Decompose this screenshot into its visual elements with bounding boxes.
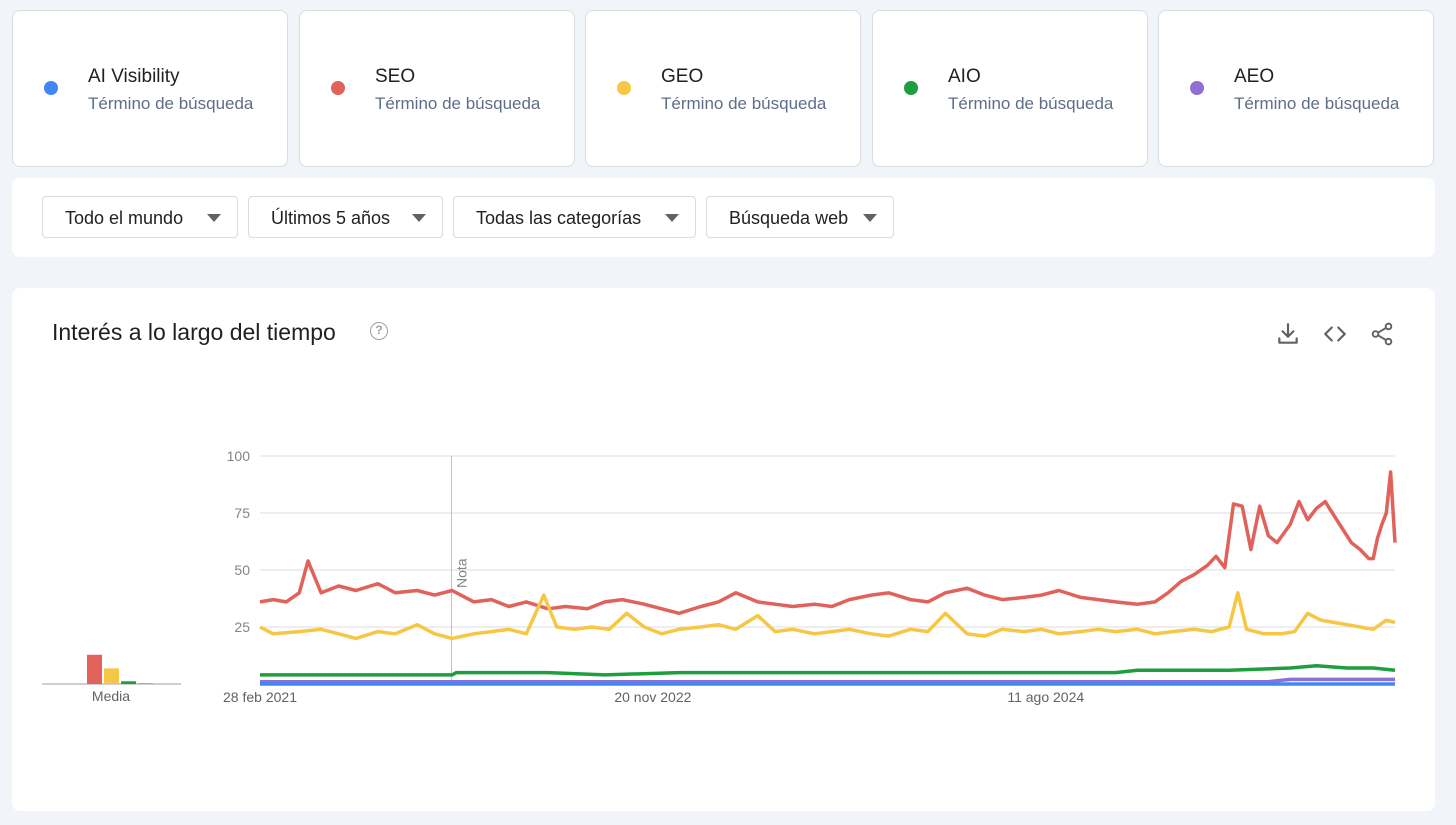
term-card-geo[interactable]: GEO Término de búsqueda — [585, 10, 861, 167]
category-dropdown[interactable]: Todas las categorías — [453, 196, 696, 238]
average-label: Media — [92, 688, 130, 703]
term-name: AIO — [948, 66, 981, 87]
series-line-aeo — [260, 677, 1395, 684]
help-circle-icon[interactable]: ? — [370, 322, 388, 340]
dropdown-arrow-icon — [207, 214, 221, 222]
download-icon[interactable] — [1275, 321, 1301, 347]
y-tick-label: 100 — [227, 448, 251, 464]
search-type-label: Búsqueda web — [729, 208, 849, 228]
average-bar-seo — [87, 654, 102, 684]
interest-over-time-card: Interés a lo largo del tiempo ? Media 10… — [12, 288, 1435, 811]
time-range-label: Últimos 5 años — [271, 208, 391, 228]
dropdown-arrow-icon — [412, 214, 426, 222]
chart-title: Interés a lo largo del tiempo — [52, 319, 336, 345]
series-color-dot — [331, 81, 345, 95]
region-dropdown[interactable]: Todo el mundo — [42, 196, 238, 238]
series-line-seo — [259, 470, 1397, 616]
term-name: AI Visibility — [88, 66, 180, 87]
term-name: SEO — [375, 66, 416, 87]
term-type: Término de búsqueda — [375, 94, 541, 113]
series-color-dot — [44, 81, 58, 95]
x-tick-label: 28 feb 2021 — [223, 689, 297, 705]
note-label[interactable]: Nota — [453, 558, 469, 588]
dropdown-arrow-icon — [665, 214, 679, 222]
y-tick-label: 50 — [234, 562, 250, 578]
x-tick-label: 20 nov 2022 — [614, 689, 691, 705]
dropdown-arrow-icon — [863, 214, 877, 222]
series-color-dot — [617, 81, 631, 95]
average-bar-geo — [104, 668, 119, 684]
term-type: Término de búsqueda — [88, 94, 254, 113]
term-card-aeo[interactable]: AEO Término de búsqueda — [1158, 10, 1434, 167]
term-card-seo[interactable]: SEO Término de búsqueda — [299, 10, 575, 167]
share-icon[interactable] — [1369, 321, 1395, 347]
term-card-aio[interactable]: AIO Término de búsqueda — [872, 10, 1148, 167]
average-bar-aio — [121, 681, 136, 684]
term-type: Término de búsqueda — [661, 94, 827, 113]
average-bar-aeo — [138, 683, 153, 684]
y-tick-label: 75 — [234, 505, 250, 521]
interest-line-chart: 100 75 50 25 Nota 28 feb 2021 20 nov 2022 11 ag… — [223, 448, 1397, 705]
series-line-aio — [260, 664, 1396, 677]
term-name: GEO — [661, 66, 704, 87]
term-card-ai-visibility[interactable]: AI Visibility Término de búsqueda — [12, 10, 288, 167]
search-type-dropdown[interactable]: Búsqueda web — [706, 196, 894, 238]
term-type: Término de búsqueda — [1234, 94, 1400, 113]
category-label: Todas las categorías — [476, 208, 642, 228]
time-range-dropdown[interactable]: Últimos 5 años — [248, 196, 443, 238]
y-tick-label: 25 — [234, 619, 250, 635]
x-tick-label: 11 ago 2024 — [1007, 689, 1084, 705]
embed-code-icon[interactable] — [1322, 321, 1348, 347]
series-color-dot — [1190, 81, 1204, 95]
average-bar-chart: Media — [42, 654, 181, 703]
series-color-dot — [904, 81, 918, 95]
term-name: AEO — [1234, 66, 1275, 87]
term-type: Término de búsqueda — [948, 94, 1114, 113]
region-label: Todo el mundo — [65, 208, 184, 228]
filter-bar: Todo el mundo Últimos 5 años Todas las c… — [12, 178, 1435, 257]
series-line-geo — [259, 591, 1396, 641]
